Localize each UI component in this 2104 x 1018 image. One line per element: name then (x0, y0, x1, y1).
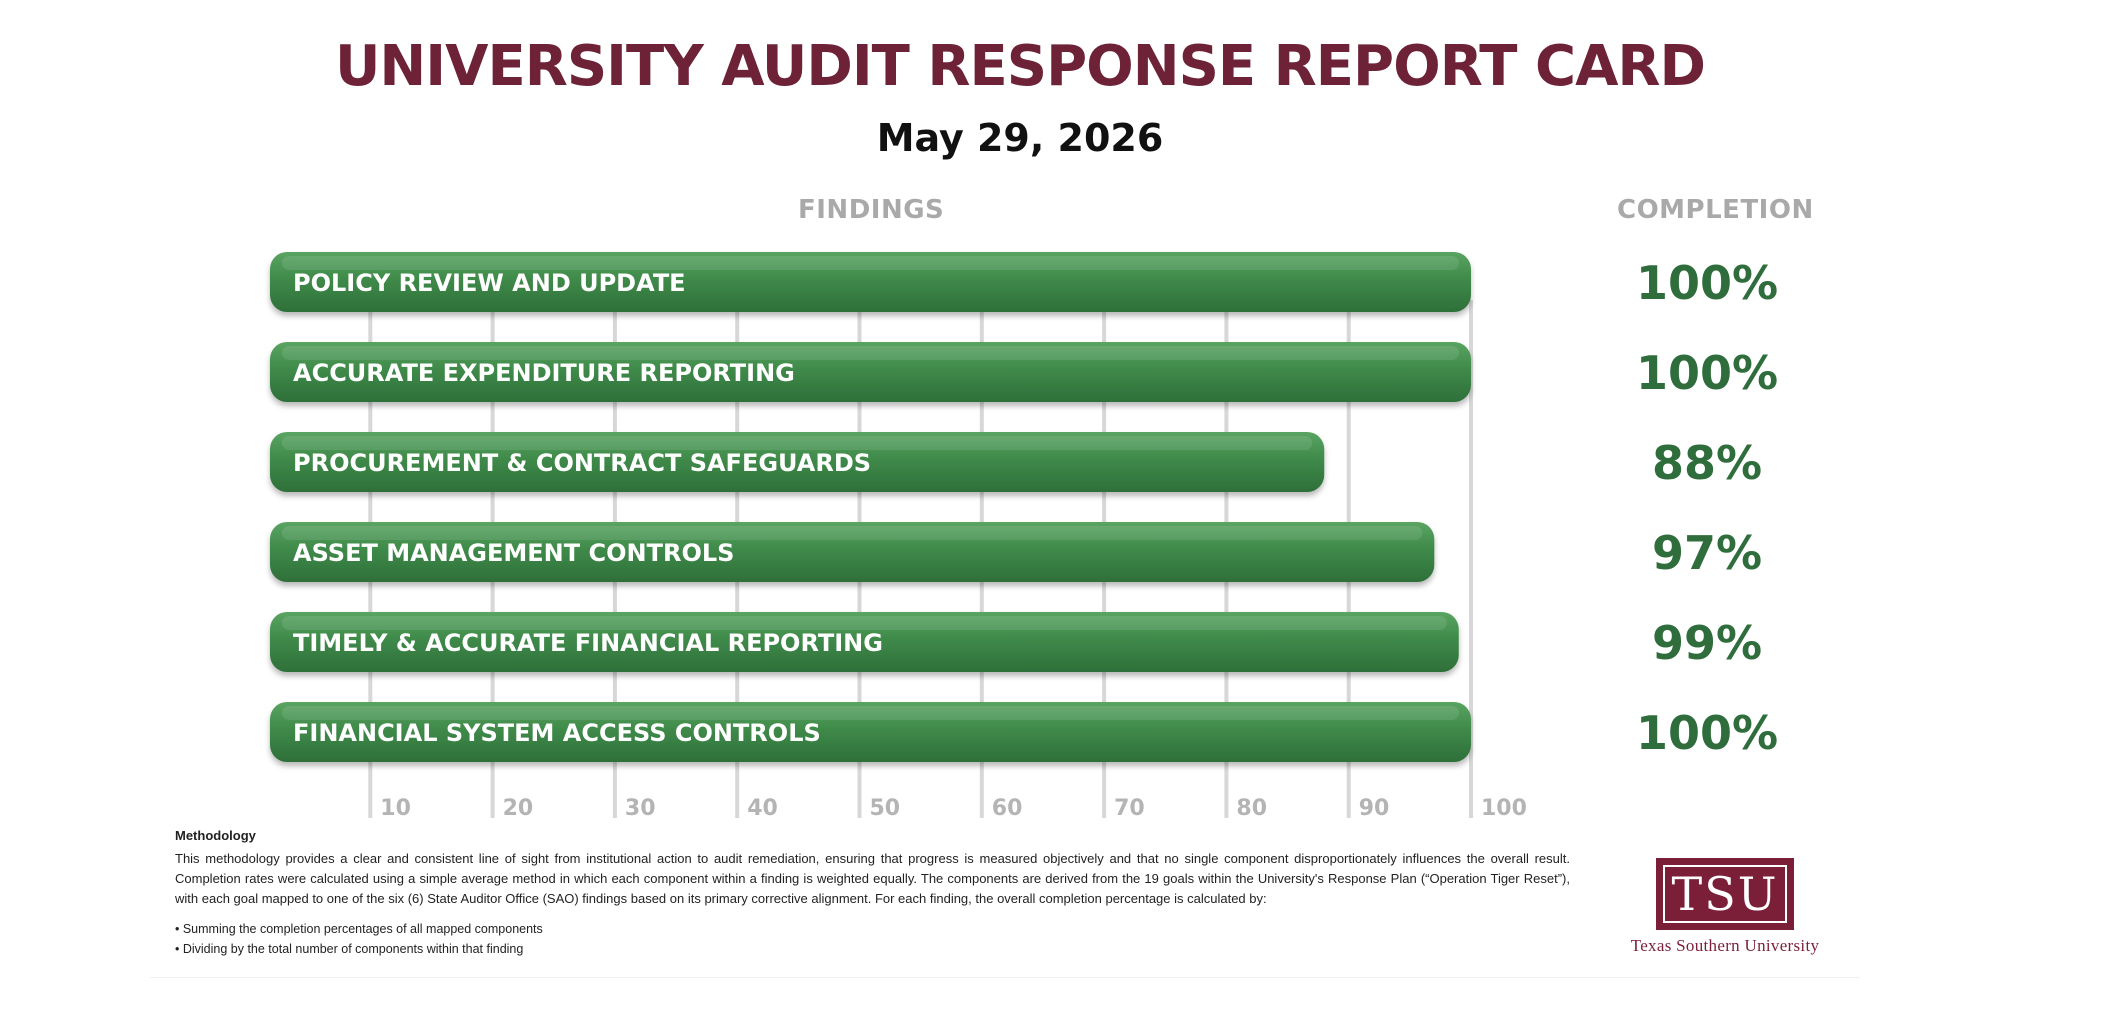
methodology-bullet: • Dividing by the total number of compon… (175, 942, 524, 956)
bar-highlight (282, 436, 1313, 450)
report-date: May 29, 2026 (876, 116, 1164, 160)
methodology-bullet: • Summing the completion percentages of … (175, 922, 543, 936)
footer-divider (150, 977, 1860, 978)
bar (270, 612, 1459, 672)
tsu-logo-mark: TSU (1656, 858, 1794, 930)
bar-highlight (282, 706, 1459, 720)
x-tick-label: 20 (503, 796, 534, 821)
bar-label: ASSET MANAGEMENT CONTROLS (293, 539, 734, 567)
tsu-logo-letters: TSU (1663, 865, 1787, 923)
bar-group: ASSET MANAGEMENT CONTROLS (270, 522, 1435, 582)
x-tick-label: 70 (1114, 796, 1145, 821)
page-title: UNIVERSITY AUDIT RESPONSE REPORT CARD (334, 34, 1706, 99)
bar-group: FINANCIAL SYSTEM ACCESS CONTROLS (270, 702, 1471, 762)
completion-bar-chart: POLICY REVIEW AND UPDATE ACCURATE EXPENDI… (270, 252, 1778, 821)
findings-heading: FINDINGS (798, 195, 945, 225)
bar (270, 702, 1471, 762)
tsu-logo: TSU Texas Southern University (1600, 858, 1850, 956)
completion-heading: COMPLETION (1617, 195, 1814, 225)
methodology-heading: Methodology (175, 828, 256, 843)
bar (270, 432, 1325, 492)
bar-group: TIMELY & ACCURATE FINANCIAL REPORTING (270, 612, 1459, 672)
bar-label: FINANCIAL SYSTEM ACCESS CONTROLS (293, 719, 821, 747)
completion-value: 99% (1652, 616, 1762, 670)
bar-group: PROCUREMENT & CONTRACT SAFEGUARDS (270, 432, 1325, 492)
x-tick-label: 40 (747, 796, 778, 821)
bar-highlight (282, 526, 1423, 540)
bar-highlight (282, 346, 1459, 360)
bar-label: PROCUREMENT & CONTRACT SAFEGUARDS (293, 449, 871, 477)
x-tick-label: 60 (992, 796, 1023, 821)
bar-group: ACCURATE EXPENDITURE REPORTING (270, 342, 1471, 402)
bar (270, 342, 1471, 402)
x-tick-label: 80 (1236, 796, 1267, 821)
bar-label: POLICY REVIEW AND UPDATE (293, 269, 686, 297)
x-tick-label: 50 (870, 796, 901, 821)
bar (270, 252, 1471, 312)
bar-label: TIMELY & ACCURATE FINANCIAL REPORTING (293, 629, 883, 657)
completion-value: 88% (1652, 436, 1762, 490)
x-tick-label: 10 (380, 796, 411, 821)
methodology-body: This methodology provides a clear and co… (175, 851, 1570, 906)
bar-label: ACCURATE EXPENDITURE REPORTING (293, 359, 795, 387)
bar-highlight (282, 616, 1447, 630)
completion-value: 100% (1636, 706, 1778, 760)
completion-value: 100% (1636, 256, 1778, 310)
completion-value: 97% (1652, 526, 1762, 580)
x-tick-label: 30 (625, 796, 656, 821)
bar-highlight (282, 256, 1459, 270)
x-tick-label: 100 (1481, 796, 1527, 821)
completion-value: 100% (1636, 346, 1778, 400)
bar (270, 522, 1435, 582)
bar-group: POLICY REVIEW AND UPDATE (270, 252, 1471, 312)
x-tick-label: 90 (1359, 796, 1390, 821)
methodology-section: Methodology This methodology provides a … (175, 828, 1570, 959)
university-name: Texas Southern University (1630, 936, 1820, 955)
methodology-bullets: • Summing the completion percentages of … (175, 919, 1570, 959)
